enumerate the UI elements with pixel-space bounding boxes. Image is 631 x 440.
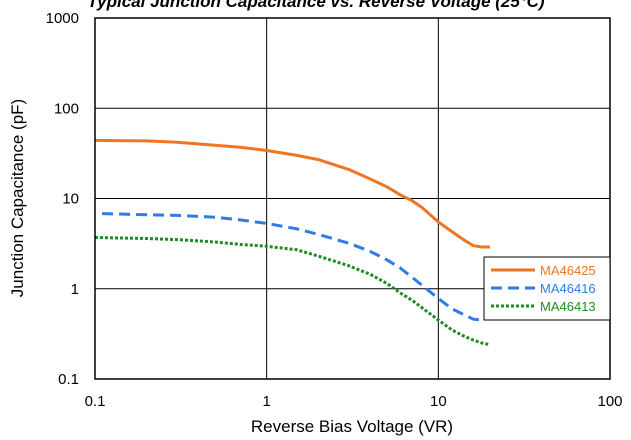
- series-line-ma46416: [102, 212, 483, 322]
- y-axis-title: Junction Capacitance (pF): [8, 99, 27, 297]
- x-tick-label: 1: [262, 393, 270, 410]
- y-tick-label: 1: [71, 281, 79, 298]
- y-tick-label: 1000: [46, 10, 79, 27]
- x-tick-label: 0.1: [85, 393, 106, 410]
- y-tick-label: 100: [54, 100, 79, 117]
- grid: [94, 17, 611, 380]
- y-tick-label: 0.1: [58, 371, 79, 388]
- x-tick-label: 10: [430, 393, 447, 410]
- legend-label-ma46425: MA46425: [540, 263, 596, 278]
- series-lines: [94, 138, 491, 347]
- x-tick-label: 100: [597, 393, 622, 410]
- legend-label-ma46416: MA46416: [540, 281, 596, 296]
- tick-labels: 0.1 1 10 100 0.1 1 10 100 1000: [46, 10, 623, 410]
- chart-title: Typical Junction Capacitance vs. Reverse…: [87, 0, 544, 11]
- series-line-ma46425: [94, 138, 490, 249]
- y-tick-label: 10: [62, 191, 79, 208]
- legend-label-ma46413: MA46413: [540, 299, 596, 314]
- legend: MA46425 MA46416 MA46413: [483, 256, 611, 321]
- x-axis-title: Reverse Bias Voltage (VR): [251, 417, 453, 436]
- plot-area-border: [94, 17, 611, 380]
- legend-box: [483, 256, 611, 321]
